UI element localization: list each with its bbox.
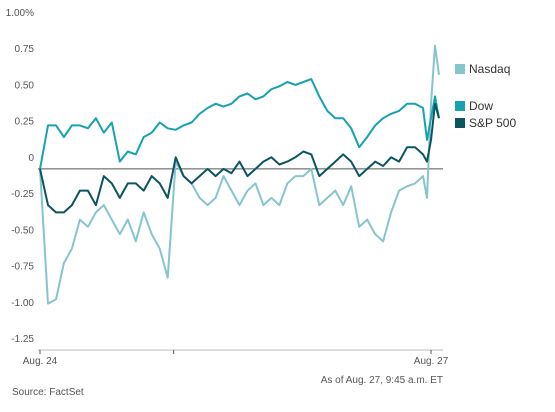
y-tick-label: -0.50 — [11, 225, 34, 236]
x-tick-label: Aug. 27 — [414, 356, 449, 367]
series-line — [39, 102, 440, 214]
note: As of Aug. 27, 9:45 a.m. ET — [321, 375, 443, 386]
y-tick-label: -1.25 — [11, 334, 34, 345]
y-tick-label: 0.50 — [15, 80, 35, 91]
legend-swatch — [455, 64, 465, 74]
y-tick-label: 0.25 — [15, 117, 35, 128]
legend-label: S&P 500 — [469, 116, 516, 130]
y-tick-label: 0.75 — [15, 44, 35, 55]
legend-swatch — [455, 118, 465, 128]
y-tick-label: 1.00% — [6, 8, 34, 19]
legend-label: Dow — [469, 99, 493, 113]
y-tick-label: -0.25 — [11, 189, 34, 200]
y-tick-label: -0.75 — [11, 262, 34, 273]
legend-swatch — [455, 101, 465, 111]
legend-label: Nasdaq — [469, 62, 510, 76]
x-tick-label: Aug. 24 — [23, 356, 58, 367]
series-line — [39, 44, 440, 305]
y-tick-label: 0 — [28, 153, 34, 164]
source: Source: FactSet — [12, 387, 84, 398]
series-line — [39, 78, 440, 170]
y-tick-label: -1.00 — [11, 298, 34, 309]
